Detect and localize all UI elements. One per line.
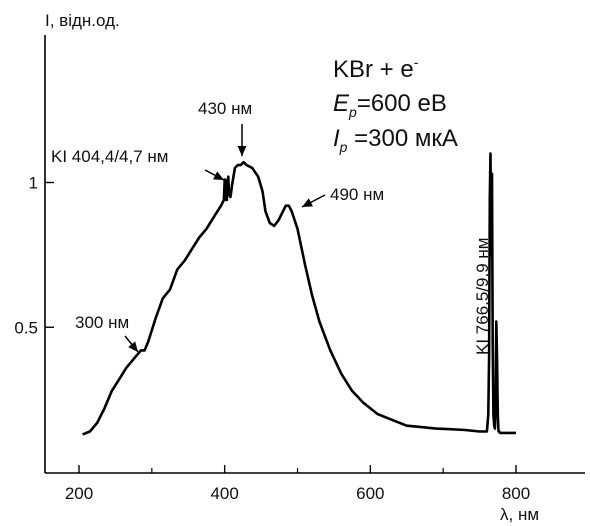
x-tick-label: 800 [502,484,530,503]
annotation-ki-766: KI 766,5/9,9 нм [473,238,492,355]
y-axis: 0.51 [14,35,54,473]
series-line [82,152,516,436]
legend-current: Ip =300 мкА [333,125,458,155]
annotation-ki-404-arrow-head [213,171,224,180]
x-tick-label: 600 [356,484,384,503]
annotation-300: 300 нм [75,313,129,332]
legend-sample: KBr + e- [333,54,419,83]
annotation-ki-404: KI 404,4/4,7 нм [51,147,168,166]
annotation-430-arrow-head [237,146,247,156]
x-axis-label: λ, нм [500,505,539,524]
x-tick-label: 200 [65,484,93,503]
annotation-490-arrow-head [302,198,313,207]
annotation-300-arrow-head [128,341,138,352]
y-axis-label: I, відн.од. [45,11,120,30]
legend-energy: Ep=600 eВ [333,90,447,120]
y-tick-label: 1 [29,174,38,193]
annotation-490: 490 нм [330,185,384,204]
annotations: KI 404,4/4,7 нм 430 нм 490 нм 300 нм KI 766,… [51,99,492,355]
x-axis: 200 400 600 800 [45,465,585,503]
annotation-430: 430 нм [198,99,252,118]
y-tick-label: 0.5 [14,318,38,337]
legend-sample-sup: - [414,54,419,70]
x-tick-label: 400 [210,484,238,503]
